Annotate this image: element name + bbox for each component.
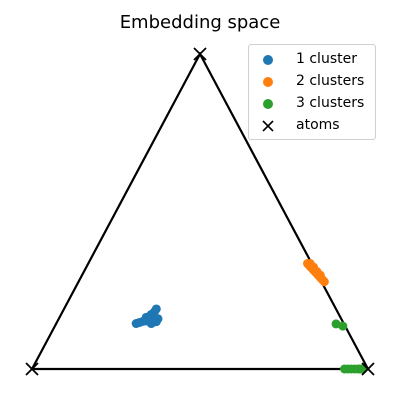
legend-item-3-clusters: 3 clusters: [249, 94, 375, 114]
legend-item-2-clusters: 2 clusters: [249, 72, 375, 92]
point-2-clusters-14: [315, 270, 325, 280]
legend-label-1-cluster: 1 cluster: [296, 51, 357, 67]
point-3-clusters-1: [338, 321, 348, 331]
legend-item-1-cluster: 1 cluster: [249, 50, 375, 70]
point-1-cluster-15: [141, 312, 151, 322]
atom-marker-0: [25, 362, 39, 376]
legend: 1 cluster 2 clusters 3 clusters atoms: [248, 44, 376, 140]
legend-label-2-clusters: 2 clusters: [296, 73, 365, 89]
legend-label-atoms: atoms: [296, 117, 340, 133]
atom-marker-2: [193, 47, 207, 61]
point-2-clusters-10: [319, 277, 329, 287]
legend-label-3-clusters: 3 clusters: [296, 95, 365, 111]
atom-marker-1: [361, 362, 375, 376]
legend-item-atoms: atoms: [249, 116, 375, 136]
chart-title: Embedding space: [119, 12, 281, 33]
simplex-triangle: [30, 51, 370, 371]
legend-marker-3-clusters: [263, 99, 273, 109]
legend-marker-2-clusters: [263, 77, 273, 87]
legend-marker-atoms: [262, 120, 274, 132]
legend-marker-1-cluster: [263, 55, 273, 65]
point-1-cluster-9: [151, 304, 161, 314]
